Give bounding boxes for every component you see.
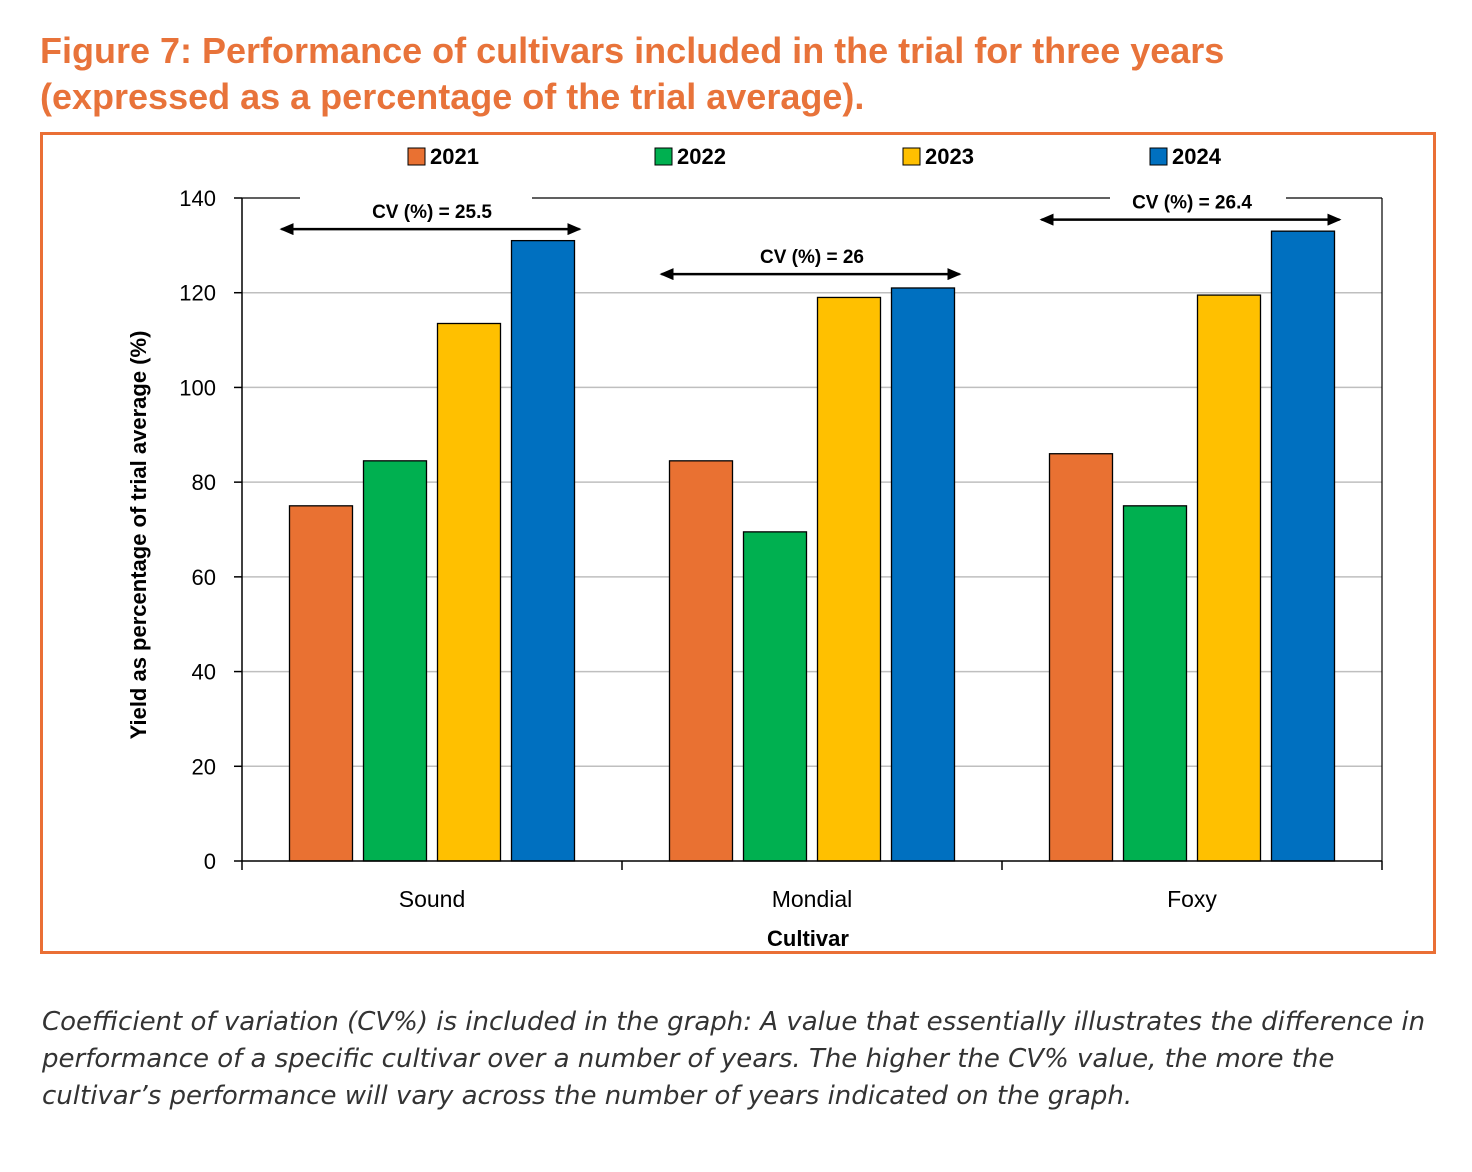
cv-label-mondial: CV (%) = 26 [760, 247, 864, 268]
y-tick-label-40: 40 [192, 660, 216, 685]
bar-sound-2024 [510, 239, 576, 862]
y-tick-label-0: 0 [204, 849, 216, 874]
bar-mondial-2022 [742, 531, 808, 862]
legend-label-2023: 2023 [925, 144, 974, 169]
x-tick-label-foxy: Foxy [1167, 886, 1217, 912]
bar-mondial-2024 [890, 287, 956, 862]
legend-swatch-2021 [407, 147, 426, 166]
legend-label-2024: 2024 [1172, 144, 1222, 169]
legend-swatch-2022 [654, 147, 673, 166]
figure-caption: Coefficient of variation (CV%) is includ… [42, 1007, 1426, 1111]
figure-title: Figure 7: Performance of cultivars inclu… [40, 28, 1440, 120]
y-axis-title: Yield as percentage of trial average (%) [126, 331, 151, 740]
x-tick-label-sound: Sound [399, 886, 466, 912]
bar-foxy-2021 [1048, 453, 1114, 862]
bar-sound-2023 [436, 322, 502, 862]
bar-sound-2021 [288, 505, 354, 862]
y-tick-label-60: 60 [192, 565, 216, 590]
figure-title-line-1: Figure 7: Performance of cultivars inclu… [40, 30, 1225, 71]
legend-swatch-2023 [902, 147, 921, 166]
bar-mondial-2023 [816, 296, 882, 862]
bar-foxy-2024 [1270, 230, 1336, 862]
cv-label-foxy: CV (%) = 26.4 [1132, 193, 1252, 214]
cv-label-sound: CV (%) = 25.5 [372, 202, 492, 223]
y-tick-label-120: 120 [179, 281, 216, 306]
y-tick-label-140: 140 [179, 186, 216, 211]
y-tick-label-20: 20 [192, 754, 216, 779]
x-tick-label-mondial: Mondial [772, 886, 853, 912]
y-tick-label-100: 100 [179, 375, 216, 400]
legend-label-2021: 2021 [430, 144, 479, 169]
y-tick-label-80: 80 [192, 470, 216, 495]
legend-swatch-2024 [1149, 147, 1168, 166]
bar-sound-2022 [362, 460, 428, 862]
bar-foxy-2022 [1122, 505, 1188, 862]
bar-chart: 0 20 40 60 80 100 120 140 Sound Mondial Foxy Cultiv… [126, 144, 1383, 951]
chart-frame [40, 132, 1436, 954]
bar-foxy-2023 [1196, 294, 1262, 862]
legend-label-2022: 2022 [677, 144, 726, 169]
figure-title-line-2: (expressed as a percentage of the trial … [40, 76, 865, 117]
x-axis-title: Cultivar [767, 926, 849, 951]
bar-mondial-2021 [668, 460, 734, 862]
